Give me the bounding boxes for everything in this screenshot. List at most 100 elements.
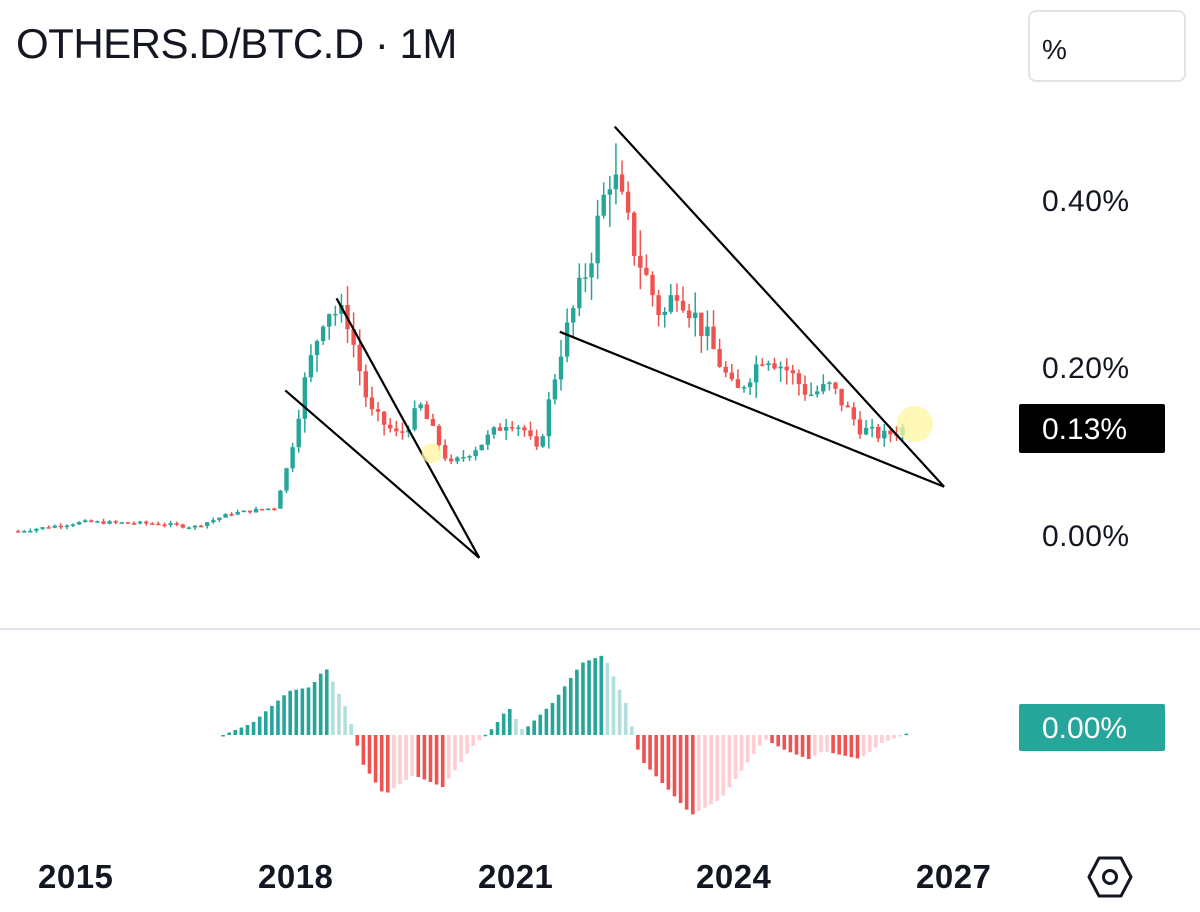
oscillator-bar: [294, 689, 299, 735]
candle-body: [851, 407, 857, 420]
oscillator-bar: [666, 735, 671, 790]
candle-body: [58, 525, 64, 528]
oscillator-bar: [733, 735, 738, 779]
oscillator-bar: [495, 722, 500, 735]
candle-body: [857, 419, 863, 435]
candle-body: [101, 521, 106, 524]
candle-body: [577, 277, 582, 309]
oscillator-bar: [434, 735, 439, 785]
oscillator-bar: [398, 735, 402, 785]
candle-body: [583, 277, 588, 279]
pane-divider[interactable]: [0, 628, 1200, 630]
candle-body: [308, 355, 314, 378]
candle-body: [735, 379, 741, 388]
oscillator-bar: [471, 735, 475, 746]
oscillator-bar: [605, 663, 610, 735]
oscillator-bar: [300, 688, 305, 735]
candle-body: [491, 427, 497, 435]
x-tick-label: 2015: [38, 858, 114, 895]
candle-body: [186, 527, 192, 529]
oscillator-bar: [727, 735, 732, 788]
oscillator-bar: [770, 735, 774, 743]
oscillator-bar: [367, 735, 372, 774]
oscillator-bar: [422, 735, 427, 780]
candle-body: [699, 312, 704, 336]
candle-body: [15, 531, 21, 533]
oscillator-bar: [446, 735, 451, 779]
candle-body: [278, 490, 283, 509]
oscillator-bar: [806, 735, 811, 759]
oscillator-bar: [678, 735, 683, 803]
candle-body: [552, 379, 558, 400]
candle-body: [461, 457, 466, 459]
candle-body: [436, 425, 442, 446]
oscillator-bar: [282, 695, 286, 735]
oscillator-bar: [776, 735, 780, 747]
oscillator-bar: [660, 735, 665, 783]
candle-body: [259, 509, 265, 511]
candle-body: [198, 525, 204, 528]
candle-body: [839, 388, 844, 406]
oscillator-bar: [501, 713, 506, 735]
candle-body: [113, 521, 118, 523]
candle-body: [52, 525, 57, 528]
oscillator-bar: [544, 708, 549, 735]
candle-body: [571, 308, 576, 323]
candle-body: [430, 419, 436, 426]
candle-body: [131, 523, 137, 525]
oscillator-bar: [825, 735, 829, 752]
percent-scale-button[interactable]: %: [1028, 10, 1186, 82]
oscillator-bar: [489, 729, 494, 735]
oscillator-bar: [276, 700, 280, 735]
oscillator-bar: [703, 735, 707, 808]
candle-body: [449, 458, 454, 462]
candle-body: [821, 384, 826, 392]
oscillator-bar: [526, 726, 530, 735]
candle-body: [76, 522, 82, 525]
breakout-highlight-marker: [896, 405, 933, 442]
oscillator-bar: [751, 735, 756, 754]
oscillator-bar: [654, 735, 658, 777]
oscillator-bar: [550, 703, 555, 735]
candle-body: [64, 525, 70, 528]
oscillator-bar: [880, 735, 884, 743]
candle-body: [83, 520, 88, 523]
candle-body: [314, 340, 320, 356]
candle-body: [369, 397, 375, 410]
candle-body: [766, 363, 771, 366]
candle-body: [497, 427, 503, 431]
candle-body: [205, 522, 210, 526]
oscillator-bar: [861, 735, 866, 757]
candle-body: [888, 430, 893, 435]
oscillator-bar: [416, 735, 421, 777]
x-tick-label: 2018: [258, 858, 334, 895]
hexagon-settings-icon[interactable]: [1086, 855, 1134, 899]
candle-body: [400, 431, 405, 433]
candle-body: [192, 525, 198, 528]
candle-body: [381, 411, 387, 425]
candle-body: [455, 457, 460, 462]
trendline: [335, 297, 481, 559]
oscillator-bar: [312, 682, 317, 735]
candle-body: [223, 514, 228, 518]
candle-body: [266, 508, 271, 511]
y-tick-label: 0.40%: [1042, 185, 1130, 218]
oscillator-bar: [562, 686, 567, 735]
candle-body: [802, 384, 808, 395]
oscillator-bar: [483, 734, 488, 737]
candle-body: [46, 527, 51, 529]
oscillator-bar: [788, 735, 793, 753]
oscillator-bar: [355, 735, 360, 746]
candle-body: [680, 300, 686, 311]
candle-body: [540, 436, 545, 447]
candle-body: [473, 450, 478, 457]
candle-body: [327, 314, 332, 327]
candle-body: [302, 377, 308, 419]
candle-body: [558, 356, 564, 380]
oscillator-bar: [520, 729, 524, 735]
x-tick-label: 2021: [478, 858, 554, 895]
oscillator-bar: [459, 735, 463, 762]
oscillator-bar: [648, 735, 652, 770]
candle-body: [827, 382, 832, 385]
